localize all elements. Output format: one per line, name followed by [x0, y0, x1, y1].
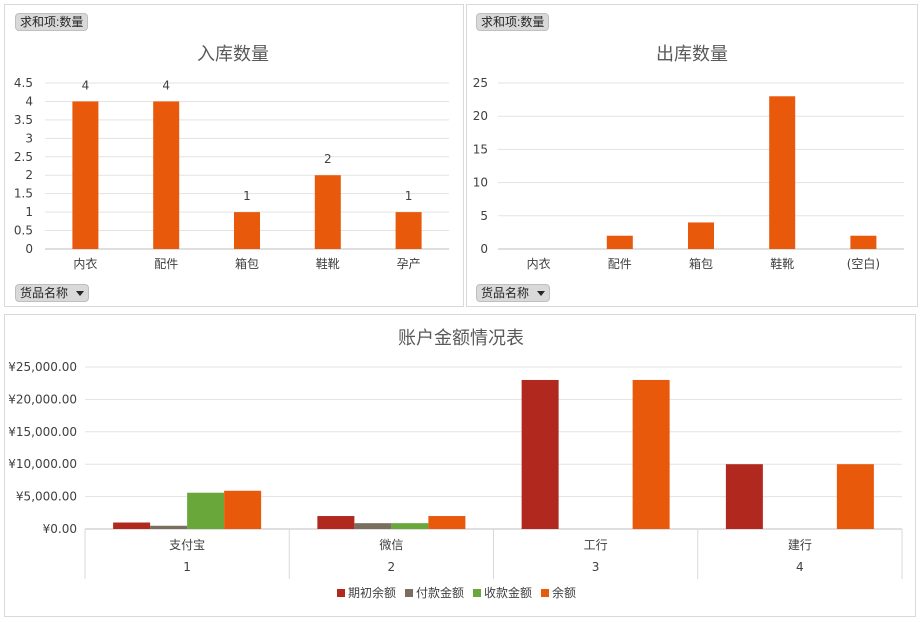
bar — [354, 523, 392, 529]
bar — [317, 516, 355, 529]
y-tick-label: ¥20,000.00 — [8, 392, 77, 406]
legend-swatch — [541, 589, 549, 597]
data-label: 4 — [162, 78, 170, 92]
bar — [850, 235, 877, 249]
y-tick-label: 10 — [473, 176, 488, 190]
inbound-value-field-label: 求和项:数量 — [20, 15, 84, 29]
chart-title: 账户金额情况表 — [398, 328, 524, 349]
x-tick-label: 孕产 — [397, 257, 421, 271]
legend-swatch — [473, 589, 481, 597]
x-subcategory-label: 3 — [592, 560, 600, 574]
bar — [150, 525, 188, 529]
y-tick-label: ¥10,000.00 — [8, 457, 77, 471]
bar — [224, 490, 262, 529]
outbound-product-filter-button[interactable]: 货品名称 — [476, 284, 551, 302]
y-tick-label: ¥5,000.00 — [16, 490, 77, 504]
chart-title: 出库数量 — [656, 44, 728, 65]
data-label: 4 — [82, 78, 90, 92]
y-tick-label: 4 — [25, 94, 33, 108]
legend-label: 收款金额 — [484, 585, 532, 600]
inbound-chart-panel: 求和项:数量 入库数量 0 0.5 1 1.5 2 2.5 3 3.5 4 4.5 4 内衣 4 配件 1 箱包… — [4, 4, 464, 307]
y-tick-label: 3 — [25, 131, 33, 145]
y-tick-label: 2.5 — [14, 150, 33, 164]
account-chart: 账户金额情况表 ¥0.00 ¥5,000.00 ¥10,000.00 ¥15,000.0… — [8, 328, 903, 600]
y-tick-label: 2 — [25, 168, 33, 182]
x-tick-label: 箱包 — [689, 256, 713, 271]
inbound-value-field-button[interactable]: 求和项:数量 — [15, 13, 89, 31]
x-tick-label: 鞋靴 — [316, 256, 340, 271]
x-tick-label: 支付宝 — [169, 538, 205, 552]
x-tick-label: 工行 — [584, 538, 608, 552]
bar — [395, 212, 422, 249]
y-tick-label: 1.5 — [14, 187, 33, 201]
legend-swatch — [405, 589, 413, 597]
y-tick-label: 25 — [473, 76, 488, 90]
x-tick-label: 内衣 — [73, 256, 97, 271]
x-tick-label: 微信 — [379, 538, 403, 552]
y-tick-label: 15 — [473, 142, 488, 156]
legend-label: 期初余额 — [348, 585, 396, 600]
bar — [428, 516, 466, 529]
y-tick-label: 3.5 — [14, 113, 33, 127]
bar — [153, 101, 180, 249]
bar — [187, 492, 225, 529]
bar — [72, 101, 99, 249]
bar — [521, 379, 559, 529]
bar — [113, 522, 151, 529]
legend-label: 付款金额 — [416, 585, 464, 600]
y-tick-label: 20 — [473, 109, 488, 123]
x-tick-label: 配件 — [154, 257, 178, 271]
x-tick-label: 配件 — [608, 257, 632, 271]
x-tick-label: (空白) — [847, 256, 880, 271]
bar — [234, 212, 260, 249]
bar — [836, 464, 874, 529]
x-subcategory-label: 2 — [388, 560, 396, 574]
chevron-down-icon — [76, 291, 85, 297]
bar — [391, 523, 429, 529]
account-chart-panel: 账户金额情况表 ¥0.00 ¥5,000.00 ¥10,000.00 ¥15,000.0… — [4, 314, 916, 617]
bar — [606, 235, 633, 249]
y-tick-label: ¥25,000.00 — [8, 360, 77, 374]
bar — [632, 379, 670, 529]
data-label: 1 — [405, 189, 413, 203]
y-tick-label: ¥15,000.00 — [8, 425, 77, 439]
x-subcategory-label: 4 — [796, 560, 804, 574]
outbound-chart: 出库数量 0 5 10 15 20 25 内衣 配件 箱包 鞋靴 (空白) — [473, 44, 904, 271]
outbound-product-filter-label: 货品名称 — [481, 286, 530, 300]
data-label: 1 — [243, 189, 251, 203]
bar — [314, 175, 341, 249]
x-tick-label: 鞋靴 — [770, 256, 794, 271]
y-tick-label: 1 — [25, 205, 33, 219]
y-tick-label: 0.5 — [14, 224, 33, 238]
outbound-value-field-label: 求和项:数量 — [481, 15, 545, 29]
y-tick-label: 0 — [25, 242, 33, 256]
inbound-product-filter-label: 货品名称 — [20, 286, 69, 300]
bar — [688, 222, 714, 249]
x-tick-label: 箱包 — [235, 256, 259, 271]
inbound-product-filter-button[interactable]: 货品名称 — [15, 284, 90, 302]
y-tick-label: 0 — [480, 242, 488, 256]
outbound-chart-panel: 求和项:数量 出库数量 0 5 10 15 20 25 内衣 配件 箱包 鞋靴 (空白) 货品名称 — [466, 4, 918, 307]
data-label: 2 — [324, 152, 332, 166]
bar — [725, 464, 763, 529]
legend-swatch — [337, 589, 345, 597]
x-tick-label: 建行 — [788, 538, 812, 552]
chevron-down-icon — [537, 291, 546, 297]
chart-title: 入库数量 — [197, 44, 269, 65]
bar — [769, 96, 796, 249]
x-subcategory-label: 1 — [183, 560, 191, 574]
legend-label: 余额 — [552, 585, 576, 600]
y-tick-label: 4.5 — [14, 76, 33, 90]
y-tick-label: ¥0.00 — [43, 522, 77, 536]
y-tick-label: 5 — [480, 209, 488, 223]
inbound-chart: 入库数量 0 0.5 1 1.5 2 2.5 3 3.5 4 4.5 4 内衣 4 配件 1 箱包 2 鞋靴 1 孕产 — [14, 44, 449, 271]
outbound-value-field-button[interactable]: 求和项:数量 — [476, 13, 550, 31]
x-tick-label: 内衣 — [527, 256, 551, 271]
